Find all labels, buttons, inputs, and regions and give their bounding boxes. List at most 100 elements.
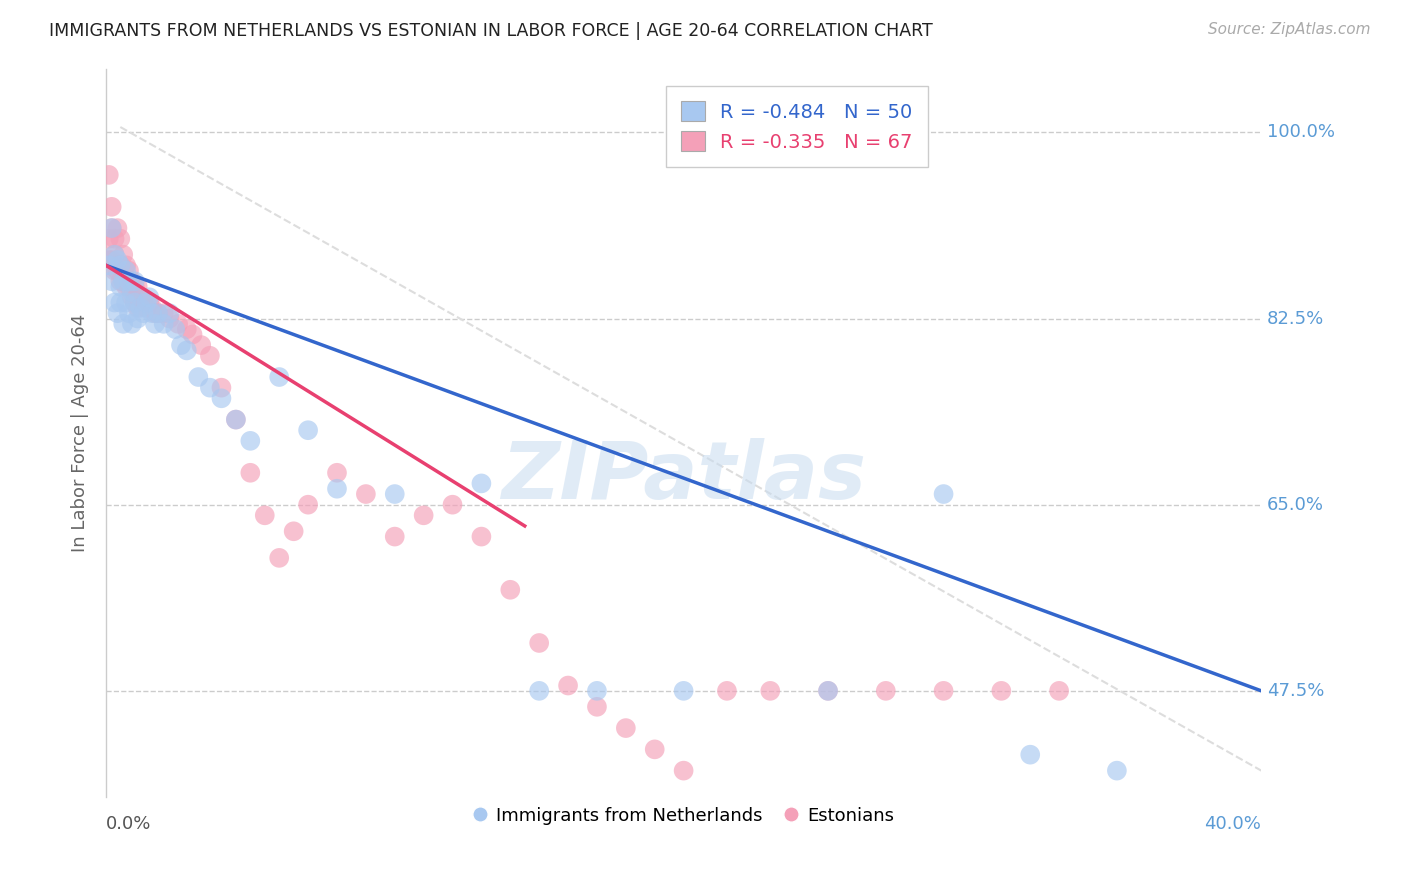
Point [716, 683, 738, 698]
Point [170, 338, 193, 352]
Point [470, 530, 492, 544]
Point [100, 221, 122, 235]
Point [124, 274, 146, 288]
Point [239, 466, 262, 480]
Point [527, 636, 550, 650]
Point [143, 317, 166, 331]
Point [97, 252, 120, 267]
Point [759, 683, 782, 698]
Point [127, 301, 149, 315]
Text: 40.0%: 40.0% [1205, 815, 1261, 833]
Point [141, 306, 163, 320]
Point [115, 263, 138, 277]
Text: 47.5%: 47.5% [1267, 681, 1324, 700]
Point [167, 317, 190, 331]
Point [297, 498, 319, 512]
Point [103, 248, 125, 262]
Point [146, 306, 169, 320]
Point [110, 295, 132, 310]
Point [110, 258, 132, 272]
Point [269, 370, 291, 384]
Point [198, 349, 221, 363]
Point [644, 742, 666, 756]
Point [97, 258, 120, 272]
Point [124, 295, 146, 310]
Text: 100.0%: 100.0% [1267, 123, 1336, 141]
Point [441, 498, 464, 512]
Point [97, 168, 120, 182]
Point [326, 466, 349, 480]
Point [103, 248, 125, 262]
Point [143, 306, 166, 320]
Point [124, 279, 146, 293]
Point [115, 295, 138, 310]
Point [100, 200, 122, 214]
Point [187, 370, 209, 384]
Point [103, 263, 125, 277]
Point [135, 295, 157, 310]
Point [159, 311, 181, 326]
Point [283, 524, 305, 539]
Point [176, 343, 198, 358]
Point [100, 274, 122, 288]
Point [146, 306, 169, 320]
Text: ZIPatlas: ZIPatlas [501, 438, 866, 516]
Point [211, 381, 233, 395]
Point [1047, 683, 1070, 698]
Point [112, 274, 135, 288]
Point [103, 295, 125, 310]
Text: 82.5%: 82.5% [1267, 310, 1324, 327]
Point [110, 279, 132, 293]
Point [225, 412, 247, 426]
Point [107, 263, 129, 277]
Point [118, 306, 141, 320]
Point [118, 279, 141, 293]
Point [135, 301, 157, 315]
Text: IMMIGRANTS FROM NETHERLANDS VS ESTONIAN IN LABOR FORCE | AGE 20-64 CORRELATION C: IMMIGRANTS FROM NETHERLANDS VS ESTONIAN … [49, 22, 934, 40]
Point [103, 232, 125, 246]
Point [152, 317, 174, 331]
Point [107, 306, 129, 320]
Point [152, 306, 174, 320]
Point [384, 530, 406, 544]
Text: 0.0%: 0.0% [105, 815, 152, 833]
Point [118, 274, 141, 288]
Point [326, 482, 349, 496]
Point [100, 252, 122, 267]
Point [176, 322, 198, 336]
Point [115, 279, 138, 293]
Point [129, 290, 152, 304]
Point [132, 295, 155, 310]
Point [127, 279, 149, 293]
Point [198, 381, 221, 395]
Legend: R = -0.484   N = 50, R = -0.335   N = 67: R = -0.484 N = 50, R = -0.335 N = 67 [665, 86, 928, 168]
Point [112, 317, 135, 331]
Point [121, 285, 143, 299]
Point [159, 306, 181, 320]
Point [384, 487, 406, 501]
Text: Source: ZipAtlas.com: Source: ZipAtlas.com [1208, 22, 1371, 37]
Point [875, 683, 897, 698]
Point [672, 764, 695, 778]
Point [115, 258, 138, 272]
Point [412, 508, 434, 523]
Point [932, 683, 955, 698]
Point [121, 274, 143, 288]
Point [138, 295, 160, 310]
Point [672, 683, 695, 698]
Point [239, 434, 262, 448]
Point [112, 248, 135, 262]
Point [141, 301, 163, 315]
Point [527, 683, 550, 698]
Point [107, 252, 129, 267]
Point [932, 487, 955, 501]
Text: 65.0%: 65.0% [1267, 496, 1324, 514]
Point [121, 290, 143, 304]
Point [1019, 747, 1042, 762]
Point [557, 679, 579, 693]
Point [211, 392, 233, 406]
Point [107, 221, 129, 235]
Point [110, 274, 132, 288]
Point [190, 338, 212, 352]
Point [253, 508, 276, 523]
